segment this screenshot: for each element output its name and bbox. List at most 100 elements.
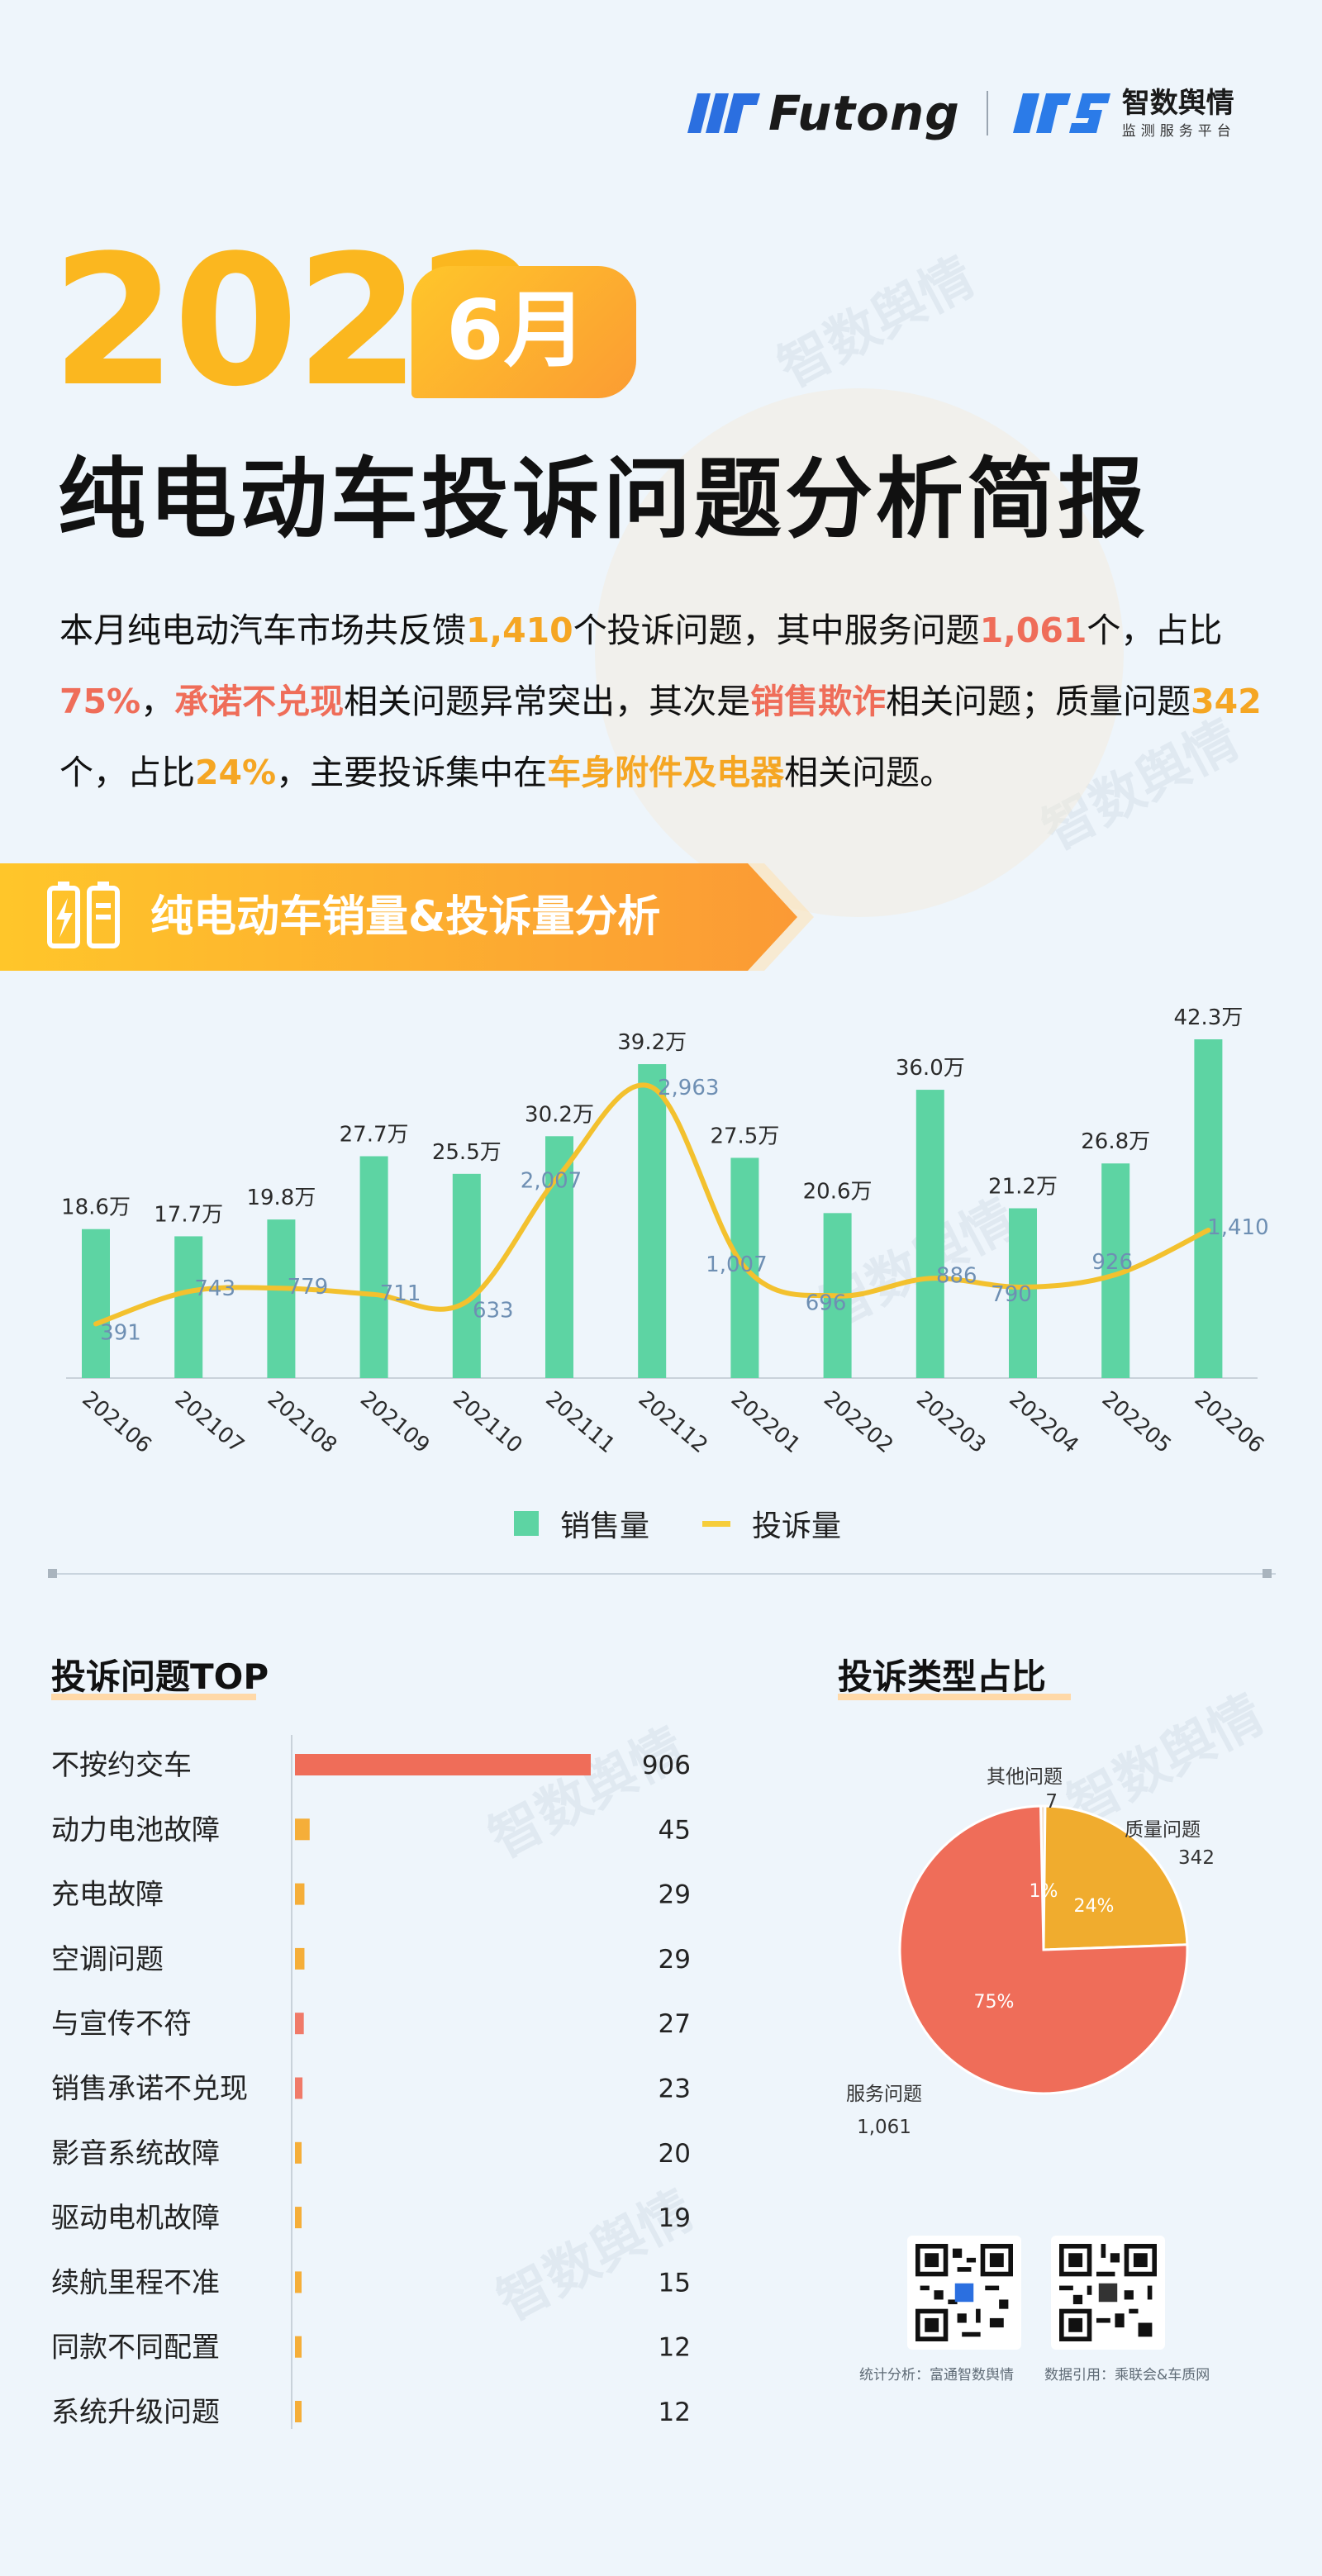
issue-bar — [295, 1754, 591, 1775]
complaint-value-label: 886 — [936, 1263, 977, 1288]
complaint-value-label: 2,007 — [521, 1168, 582, 1193]
sales-value-label: 20.6万 — [803, 1179, 873, 1204]
summary-text: 个，占比 — [1087, 611, 1223, 650]
x-tick-label: 202203 — [911, 1386, 990, 1458]
x-tick-label: 202109 — [355, 1386, 434, 1458]
legend-sales-swatch — [514, 1511, 539, 1536]
complaint-value-label: 779 — [288, 1275, 329, 1300]
issue-label: 系统升级问题 — [51, 2396, 220, 2429]
title-underline — [51, 1694, 256, 1700]
highlight-body: 车身附件及电器 — [547, 753, 785, 792]
issue-value: 27 — [659, 2009, 691, 2039]
issue-bar — [295, 2336, 302, 2358]
issue-value: 12 — [659, 2398, 691, 2427]
issue-label: 同款不同配置 — [51, 2331, 220, 2365]
summary-text: 相关问题。 — [784, 753, 954, 792]
section-banner — [0, 863, 814, 971]
qr-code-futong[interactable] — [907, 2236, 1021, 2350]
zhishu-brand: 智数舆情 监测服务平台 — [1122, 88, 1236, 140]
x-tick-label: 202205 — [1097, 1386, 1176, 1458]
complaint-value-label: 743 — [194, 1276, 235, 1301]
footer-stat: 统计分析：富通智数舆情 — [859, 2367, 1014, 2384]
pie-pct-label: 24% — [1074, 1896, 1115, 1917]
complaint-value-label: 696 — [806, 1290, 847, 1315]
sales-bar — [452, 1173, 481, 1378]
sales-value-label: 18.6万 — [61, 1195, 131, 1220]
sales-value-label: 25.5万 — [432, 1140, 502, 1165]
issue-label: 充电故障 — [51, 1879, 164, 1912]
pie-pct-label: 75% — [974, 1992, 1015, 2013]
sales-value-label: 17.7万 — [154, 1202, 223, 1227]
qr-code-zhishu[interactable] — [1051, 2236, 1165, 2350]
issue-label: 驱动电机故障 — [51, 2202, 220, 2235]
legend-complaint: 投诉量 — [752, 1509, 842, 1543]
zhishu-logo-icon — [1012, 93, 1110, 133]
issue-label: 续航里程不准 — [51, 2266, 220, 2299]
sales-value-label: 39.2万 — [617, 1030, 687, 1055]
total-complaints: 1,410 — [466, 611, 573, 650]
sales-bar — [359, 1156, 388, 1378]
futong-logo-icon — [687, 93, 760, 133]
x-tick-label: 202204 — [1005, 1386, 1083, 1458]
summary-text: ， — [140, 682, 175, 721]
sales-bar — [638, 1064, 667, 1378]
issue-bar — [295, 2013, 304, 2035]
issue-bar — [295, 2271, 302, 2293]
issue-label: 销售承诺不兑现 — [51, 2073, 248, 2106]
issue-bar — [295, 2207, 302, 2229]
x-tick-label: 202201 — [726, 1386, 805, 1458]
x-tick-label: 202108 — [263, 1386, 341, 1458]
zhishu-subtitle: 监测服务平台 — [1121, 122, 1236, 140]
summary-text: 相关问题；质量问题 — [886, 682, 1191, 721]
highlight-promise: 承诺不兑现 — [174, 682, 345, 721]
x-tick-label: 202106 — [78, 1386, 156, 1458]
qr-code-icon — [915, 2244, 1013, 2341]
summary-text: 个，占比 — [59, 753, 195, 792]
service-count: 1,061 — [979, 611, 1087, 650]
sales-value-label: 30.2万 — [525, 1102, 594, 1127]
summary-text: 本月纯电动汽车市场共反馈 — [59, 611, 466, 650]
service-pct: 75% — [59, 682, 141, 721]
battery-icon — [47, 882, 120, 948]
issue-bar — [295, 1883, 305, 1905]
issue-label: 动力电池故障 — [51, 1813, 220, 1846]
complaint-value-label: 711 — [380, 1281, 421, 1306]
complaint-type-pie: 75% 24% 1% 其他问题 7 质量问题 342 服务问题 1,061 — [846, 1766, 1215, 2138]
report-month: 6月 — [446, 282, 587, 378]
issue-value: 12 — [659, 2333, 691, 2363]
chart-legend: 销售量 投诉量 — [514, 1502, 841, 1545]
pie-value-label: 7 — [1045, 1791, 1058, 1813]
sales-value-label: 26.8万 — [1081, 1129, 1150, 1154]
sales-bar — [174, 1236, 203, 1378]
issue-bar — [295, 2401, 302, 2422]
sales-value-label: 27.7万 — [340, 1123, 409, 1148]
complaint-value-label: 790 — [991, 1282, 1032, 1307]
section-title-sales: 纯电动车销量&投诉量分析 — [150, 892, 661, 942]
pie-name-label: 服务问题 — [846, 2084, 922, 2105]
pie-name-label: 其他问题 — [987, 1766, 1063, 1788]
highlight-fraud: 销售欺诈 — [750, 682, 887, 721]
complaint-value-label: 1,410 — [1207, 1215, 1268, 1240]
logo-divider — [986, 91, 988, 135]
x-tick-label: 202107 — [170, 1386, 249, 1458]
pie-pct-label: 1% — [1030, 1881, 1058, 1902]
issue-value: 15 — [659, 2268, 691, 2298]
legend-complaint-swatch — [702, 1520, 731, 1527]
sales-value-label: 27.5万 — [710, 1124, 779, 1148]
issue-value: 19 — [659, 2203, 691, 2233]
issue-value: 23 — [659, 2075, 691, 2104]
issue-bar — [295, 1818, 310, 1841]
issue-label: 影音系统故障 — [51, 2137, 220, 2170]
issue-bar — [295, 2077, 303, 2099]
complaint-value-label: 391 — [100, 1320, 141, 1345]
sales-bar — [82, 1229, 110, 1378]
summary-text: 个投诉问题，其中服务问题 — [573, 611, 980, 650]
issue-label: 不按约交车 — [51, 1749, 192, 1782]
pie-value-label: 1,061 — [857, 2117, 911, 2138]
sales-bar — [267, 1219, 296, 1378]
x-tick-label: 202206 — [1190, 1386, 1268, 1458]
x-tick-label: 202112 — [634, 1386, 712, 1458]
pie-value-label: 342 — [1178, 1847, 1215, 1869]
section-title-pie: 投诉类型占比 — [838, 1656, 1047, 1697]
header-logos: Futong 智数舆情 监测服务平台 — [686, 76, 1236, 150]
